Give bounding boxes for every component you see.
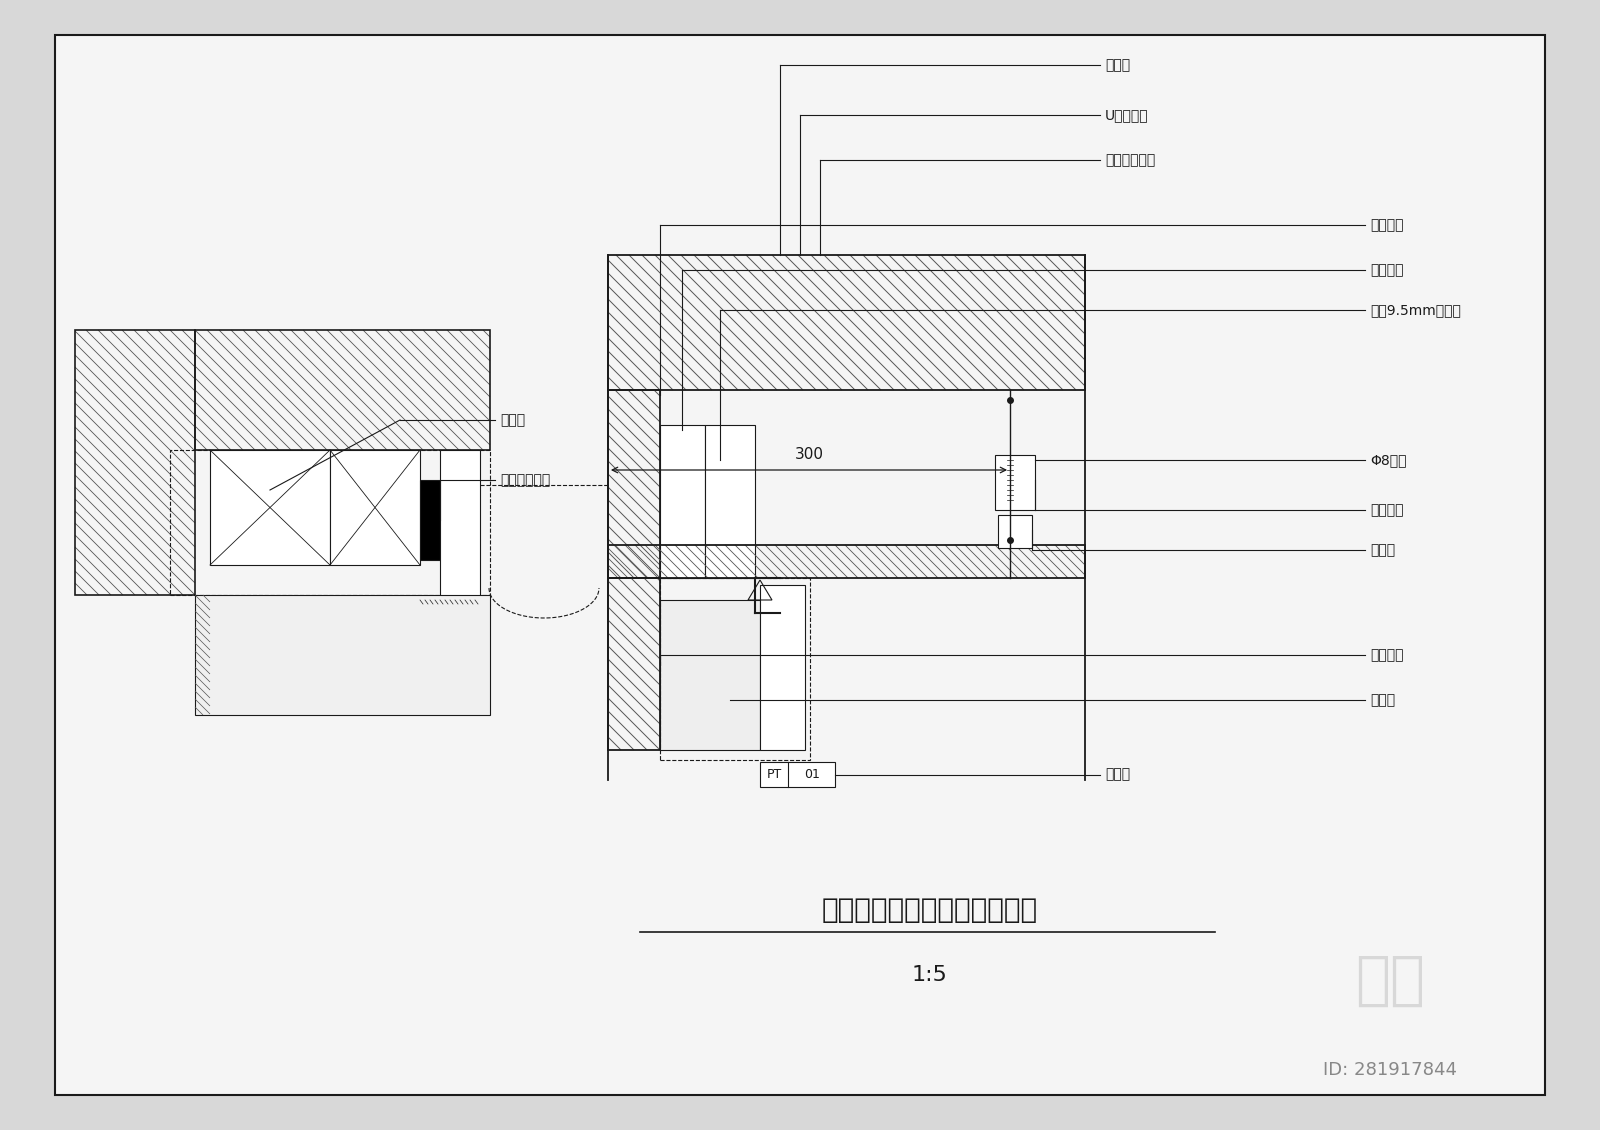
Bar (440, 450, 480, 600)
Text: www.znzmo.com: www.znzmo.com (1013, 503, 1086, 576)
Bar (195, 330, 490, 450)
Text: 结构砖体: 结构砖体 (1370, 647, 1403, 662)
Text: www.znzmo.com: www.znzmo.com (344, 313, 416, 386)
Text: U型边龙骨: U型边龙骨 (1106, 108, 1149, 122)
Bar (170, 450, 490, 596)
Bar (661, 579, 810, 760)
Text: www.znzmo.com: www.znzmo.com (1114, 63, 1187, 137)
Bar (75, 330, 195, 596)
Text: 木龙骨: 木龙骨 (1106, 58, 1130, 72)
Text: 300: 300 (795, 447, 824, 462)
Text: www.znzmo.com: www.znzmo.com (464, 84, 536, 157)
Text: www.znzmo.com: www.znzmo.com (363, 913, 437, 986)
Text: www.znzmo.com: www.znzmo.com (914, 344, 987, 417)
Bar (706, 425, 755, 579)
Bar (330, 450, 419, 565)
Text: 01: 01 (805, 768, 819, 781)
Text: 知末: 知末 (1355, 951, 1426, 1008)
Text: www.znzmo.com: www.znzmo.com (664, 944, 736, 1017)
Text: ID: 281917844: ID: 281917844 (1323, 1061, 1458, 1079)
Text: 模型石膏填缝: 模型石膏填缝 (499, 473, 550, 487)
Bar (195, 596, 490, 715)
Text: 大理石: 大理石 (1106, 767, 1130, 782)
Text: 知末网: 知末网 (74, 508, 86, 531)
Text: 双層9.5mm石膏板: 双層9.5mm石膏板 (1370, 303, 1461, 318)
Text: www.znzmo.com: www.znzmo.com (1064, 744, 1136, 817)
Text: 结构砖体: 结构砖体 (1370, 218, 1403, 232)
Bar (760, 762, 835, 786)
Bar (608, 545, 1085, 579)
Text: 木龙骨: 木龙骨 (499, 412, 525, 427)
Text: 知末网: 知末网 (74, 739, 86, 762)
Text: www.znzmo.com: www.znzmo.com (163, 764, 237, 836)
Bar (995, 455, 1035, 510)
Bar (760, 585, 805, 750)
Text: www.znzmo.com: www.znzmo.com (163, 144, 237, 217)
Text: www.znzmo.com: www.znzmo.com (1363, 773, 1437, 846)
Bar (419, 480, 440, 560)
Text: 灸浆层: 灸浆层 (1370, 693, 1395, 707)
Text: Φ8吸筋: Φ8吸筋 (1370, 453, 1406, 467)
Text: 主龙骨: 主龙骨 (1370, 544, 1395, 557)
Text: www.znzmo.com: www.znzmo.com (813, 113, 886, 186)
Text: www.znzmo.com: www.znzmo.com (1413, 123, 1486, 197)
Text: www.znzmo.com: www.znzmo.com (413, 513, 486, 586)
Text: PT: PT (766, 768, 782, 781)
Bar (661, 425, 706, 579)
Bar (661, 600, 760, 750)
Text: www.znzmo.com: www.znzmo.com (114, 564, 187, 636)
Text: www.znzmo.com: www.znzmo.com (64, 964, 136, 1036)
Bar (608, 579, 661, 750)
Text: 大理石墙面与吸顶乔胶漆节点: 大理石墙面与吸顶乔胶漆节点 (822, 896, 1038, 924)
Text: www.znzmo.com: www.znzmo.com (64, 364, 136, 436)
Text: www.znzmo.com: www.znzmo.com (464, 713, 536, 786)
Text: www.znzmo.com: www.znzmo.com (1213, 284, 1286, 357)
Text: www.znzmo.com: www.znzmo.com (1314, 523, 1387, 597)
Text: 轻钙龙骨: 轻钙龙骨 (1370, 263, 1403, 277)
Bar (608, 255, 1085, 390)
Text: www.znzmo.com: www.znzmo.com (643, 263, 717, 337)
Text: 模型石膏填缝: 模型石膏填缝 (1106, 153, 1155, 167)
Text: www.znzmo.com: www.znzmo.com (714, 544, 787, 617)
Bar (998, 515, 1032, 548)
Bar (608, 390, 661, 579)
Text: www.znzmo.com: www.znzmo.com (784, 783, 856, 857)
Text: 知末网: 知末网 (74, 269, 86, 292)
Bar (210, 450, 330, 565)
Text: 龙骨吸件: 龙骨吸件 (1370, 503, 1403, 518)
Text: 1:5: 1:5 (912, 965, 947, 985)
